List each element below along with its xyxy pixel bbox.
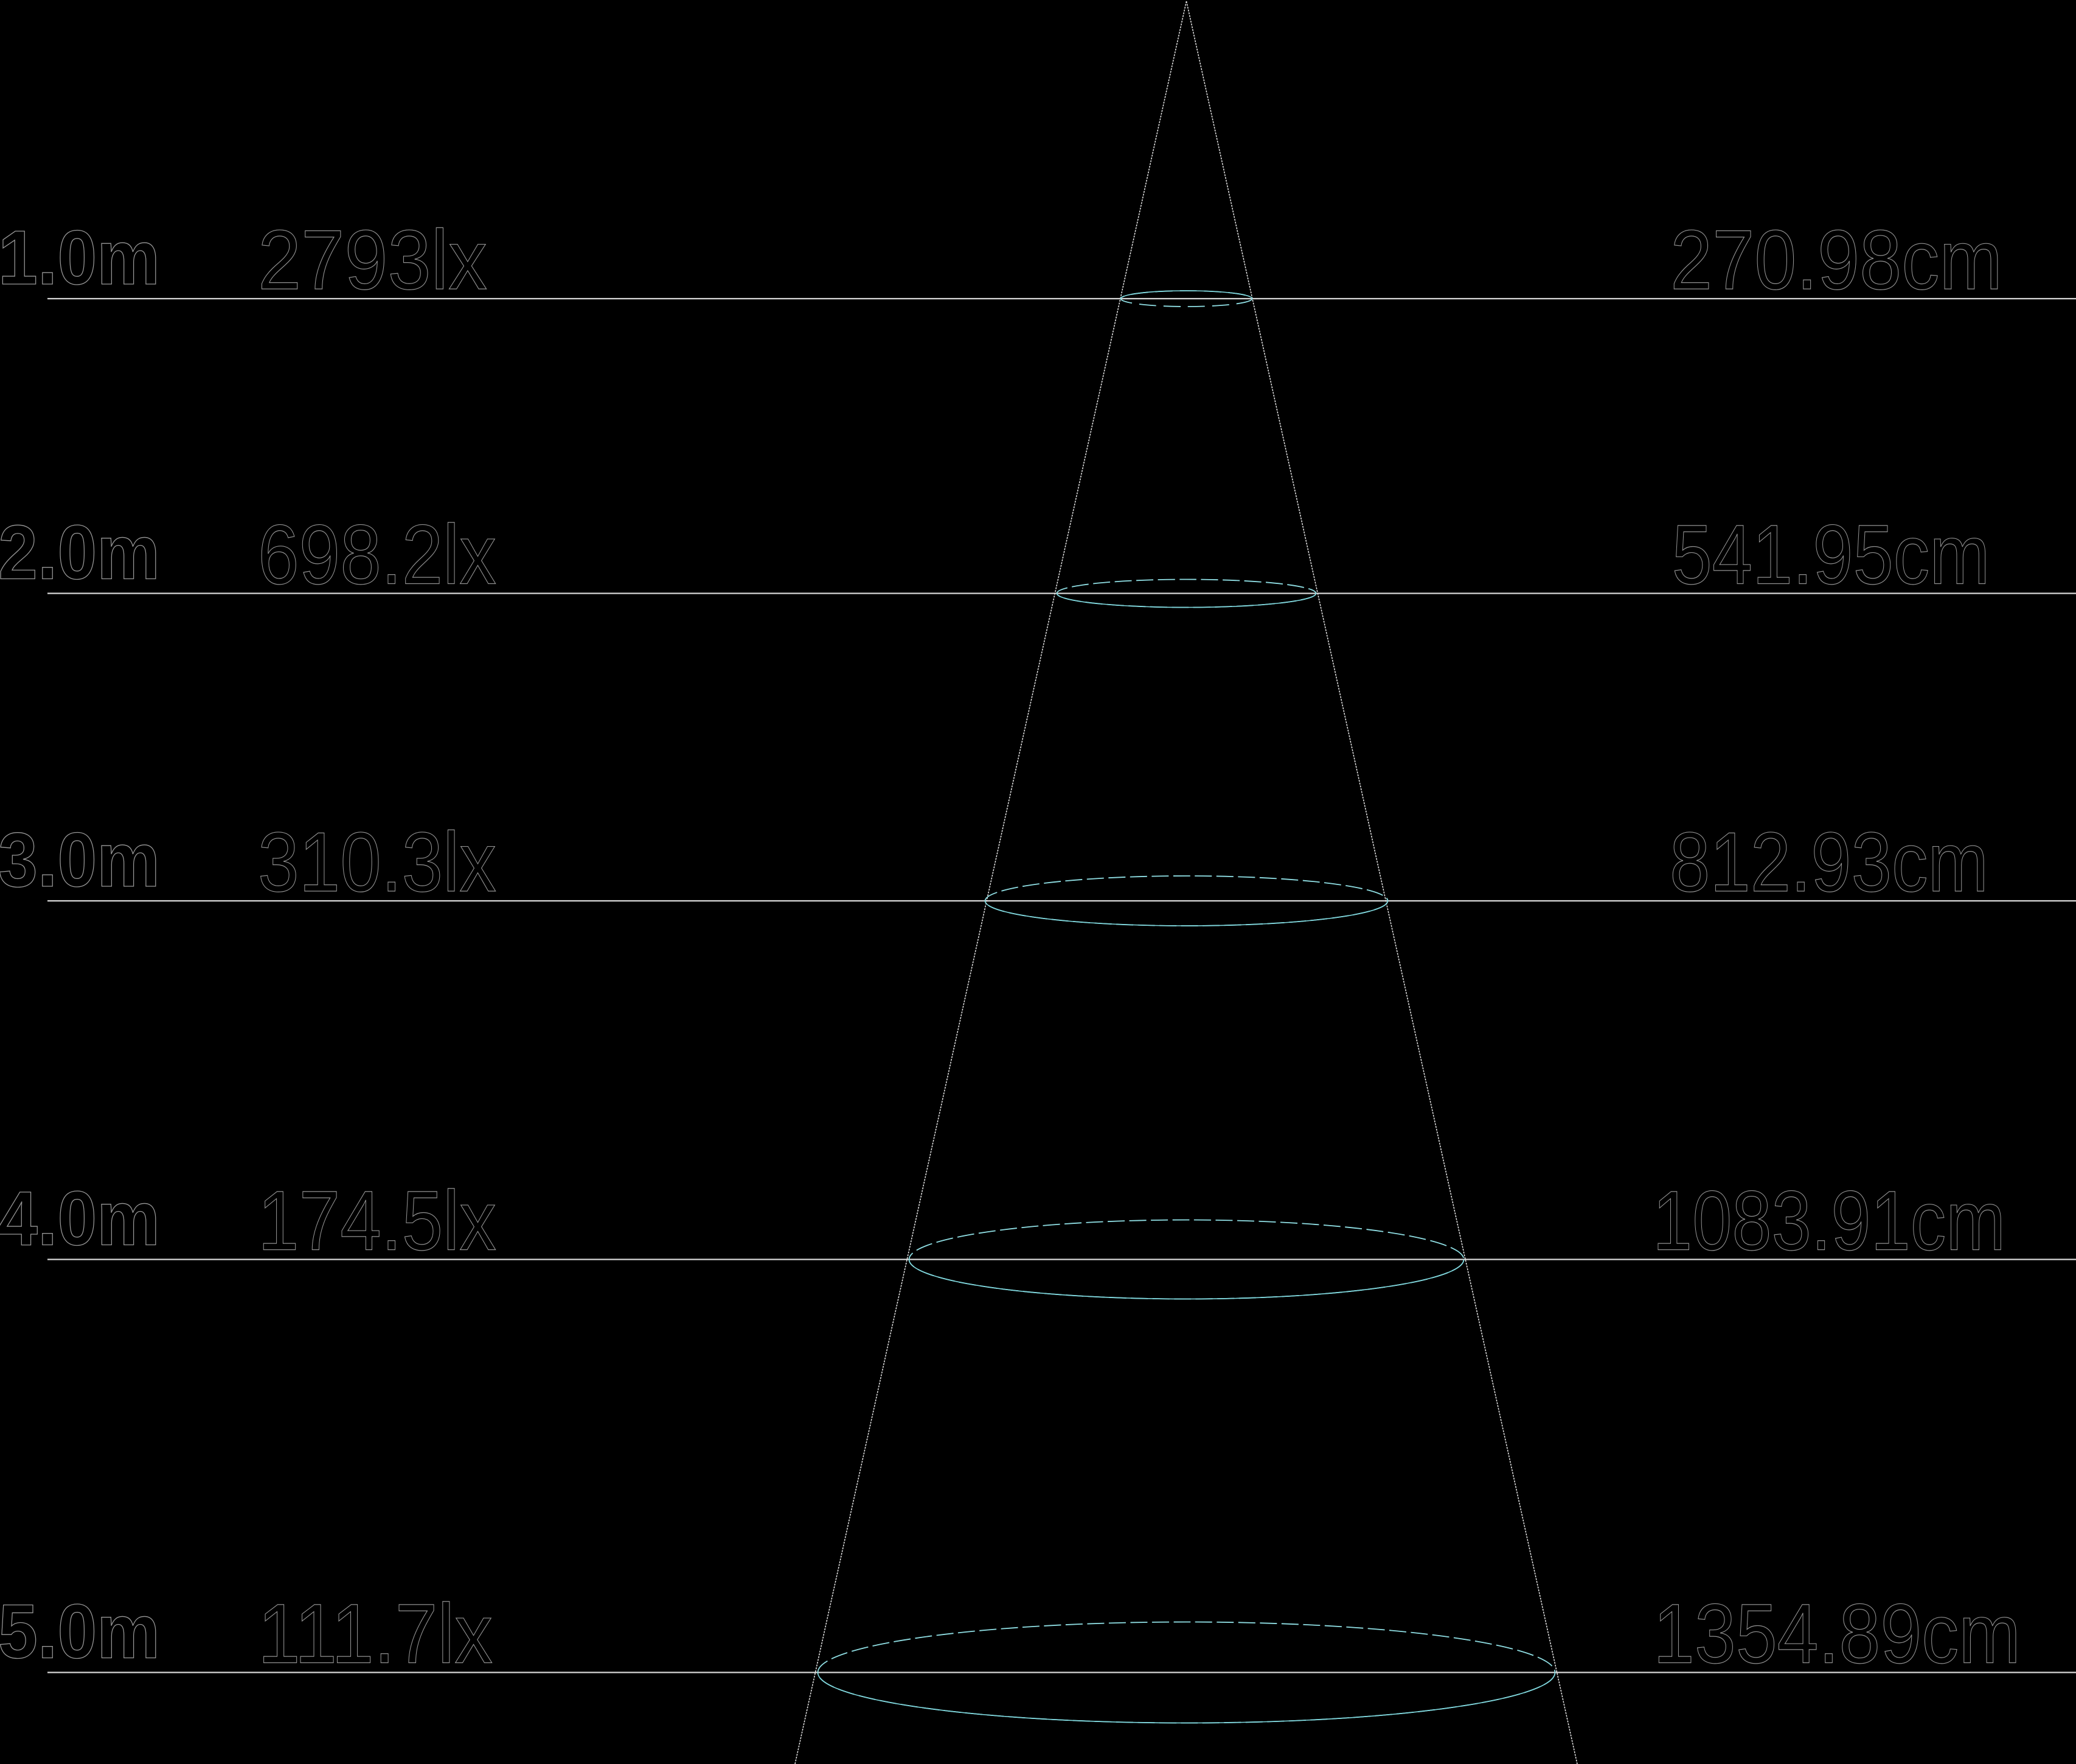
svg-text:1354.89cm: 1354.89cm xyxy=(1653,1587,2021,1681)
svg-text:270.98cm: 270.98cm xyxy=(1670,213,2002,307)
svg-text:310.3lx: 310.3lx xyxy=(258,815,496,909)
svg-text:4.0m: 4.0m xyxy=(0,1176,160,1262)
svg-text:1083.91cm: 1083.91cm xyxy=(1653,1174,2005,1268)
svg-text:541.95cm: 541.95cm xyxy=(1672,508,1990,602)
svg-text:5.0m: 5.0m xyxy=(0,1589,160,1675)
svg-text:2.0m: 2.0m xyxy=(0,510,160,596)
svg-text:698.2lx: 698.2lx xyxy=(258,508,496,602)
svg-text:2793lx: 2793lx xyxy=(258,213,487,307)
svg-text:3.0m: 3.0m xyxy=(0,817,160,903)
svg-text:174.5lx: 174.5lx xyxy=(258,1174,496,1268)
svg-text:1.0m: 1.0m xyxy=(0,215,160,300)
svg-text:812.93cm: 812.93cm xyxy=(1670,815,1988,909)
svg-text:111.7lx: 111.7lx xyxy=(258,1587,493,1681)
